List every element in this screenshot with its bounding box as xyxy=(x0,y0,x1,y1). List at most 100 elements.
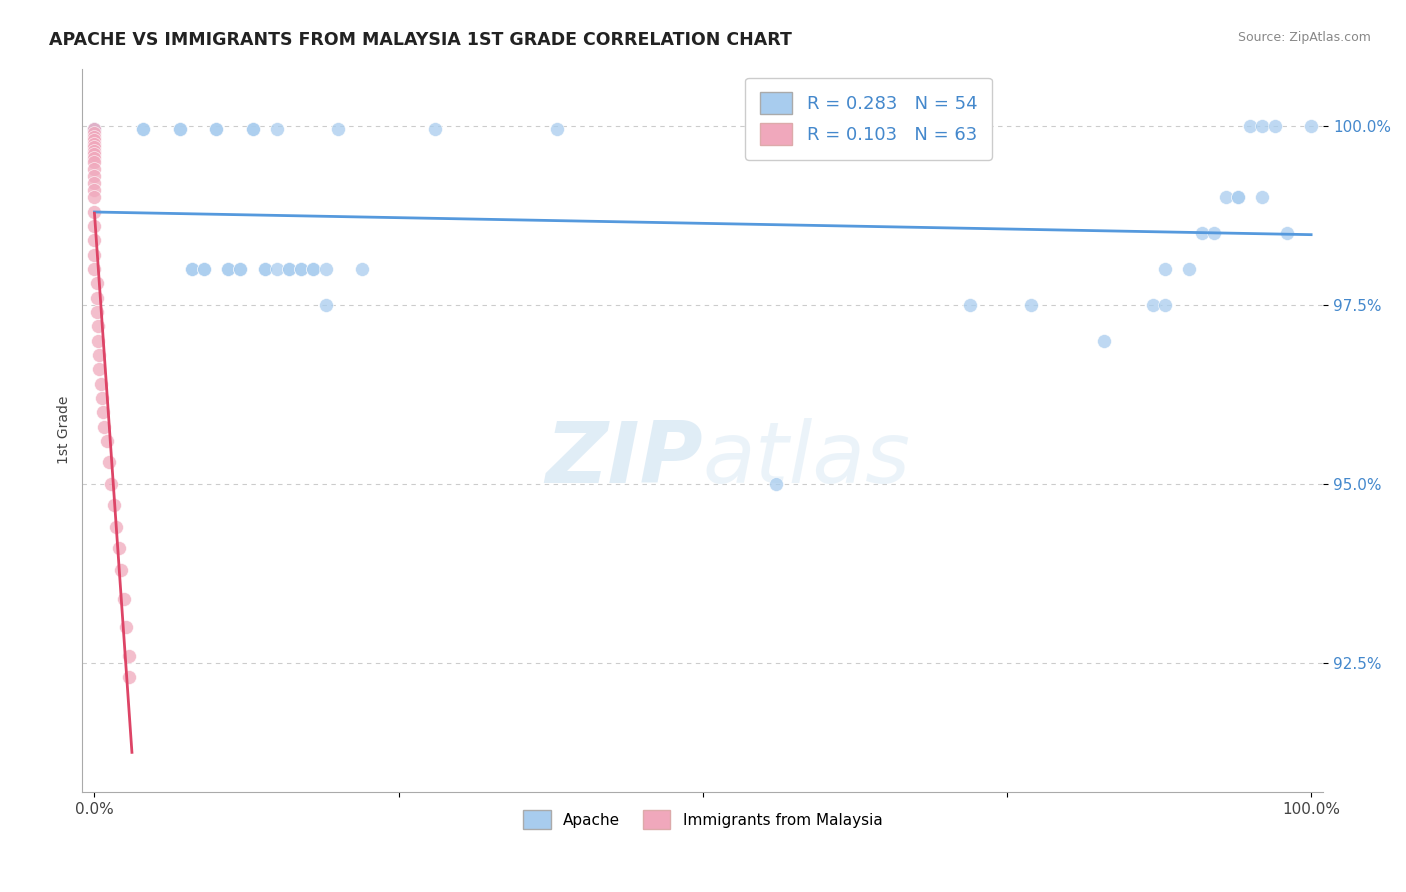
Text: ZIP: ZIP xyxy=(546,417,703,500)
Point xyxy=(217,262,239,277)
Point xyxy=(1275,227,1298,241)
Point xyxy=(169,122,191,136)
Point xyxy=(1239,119,1261,133)
Point xyxy=(83,262,105,277)
Point xyxy=(1092,334,1115,348)
Point xyxy=(229,262,252,277)
Point xyxy=(90,376,112,391)
Point xyxy=(89,348,111,362)
Point xyxy=(1202,227,1225,241)
Point xyxy=(83,161,105,176)
Point xyxy=(91,405,114,419)
Point xyxy=(352,262,374,277)
Point xyxy=(278,262,301,277)
Point xyxy=(83,154,105,169)
Point xyxy=(205,122,228,136)
Point xyxy=(105,520,128,534)
Point xyxy=(86,277,108,291)
Point xyxy=(83,126,105,140)
Point xyxy=(266,122,288,136)
Point xyxy=(193,262,215,277)
Point xyxy=(1215,190,1237,204)
Point xyxy=(290,262,312,277)
Point xyxy=(87,319,110,334)
Point xyxy=(229,262,252,277)
Point xyxy=(93,419,115,434)
Point xyxy=(1251,190,1274,204)
Point xyxy=(83,133,105,147)
Point xyxy=(132,122,155,136)
Point xyxy=(765,477,787,491)
Point xyxy=(112,591,135,606)
Point xyxy=(103,499,125,513)
Point xyxy=(290,262,312,277)
Point xyxy=(1227,190,1250,204)
Point xyxy=(83,144,105,158)
Point xyxy=(1301,119,1323,133)
Point xyxy=(83,122,105,136)
Text: Source: ZipAtlas.com: Source: ZipAtlas.com xyxy=(1237,31,1371,45)
Point xyxy=(169,122,191,136)
Text: APACHE VS IMMIGRANTS FROM MALAYSIA 1ST GRADE CORRELATION CHART: APACHE VS IMMIGRANTS FROM MALAYSIA 1ST G… xyxy=(49,31,792,49)
Point xyxy=(117,648,139,663)
Point xyxy=(83,234,105,248)
Point xyxy=(115,620,138,634)
Point xyxy=(86,305,108,319)
Point xyxy=(180,262,202,277)
Point xyxy=(90,391,112,405)
Point xyxy=(83,136,105,151)
Point xyxy=(83,147,105,161)
Point xyxy=(302,262,325,277)
Point xyxy=(242,122,264,136)
Point xyxy=(83,248,105,262)
Point xyxy=(83,169,105,183)
Point xyxy=(326,122,349,136)
Point xyxy=(107,541,129,556)
Y-axis label: 1st Grade: 1st Grade xyxy=(58,396,72,465)
Point xyxy=(242,122,264,136)
Point xyxy=(132,122,155,136)
Point xyxy=(1251,119,1274,133)
Point xyxy=(180,262,202,277)
Point xyxy=(546,122,568,136)
Point xyxy=(96,434,118,448)
Point xyxy=(83,176,105,190)
Point xyxy=(1264,119,1286,133)
Point xyxy=(83,204,105,219)
Point xyxy=(117,670,139,684)
Point xyxy=(266,262,288,277)
Point xyxy=(83,122,105,136)
Point xyxy=(1178,262,1201,277)
Point xyxy=(83,129,105,144)
Point xyxy=(83,122,105,136)
Point xyxy=(1154,262,1177,277)
Point xyxy=(302,262,325,277)
Point xyxy=(278,262,301,277)
Point xyxy=(83,190,105,204)
Point xyxy=(1154,298,1177,312)
Point xyxy=(83,219,105,233)
Point xyxy=(217,262,239,277)
Legend: Apache, Immigrants from Malaysia: Apache, Immigrants from Malaysia xyxy=(517,804,889,835)
Point xyxy=(83,140,105,154)
Point xyxy=(87,334,110,348)
Point xyxy=(1019,298,1042,312)
Point xyxy=(253,262,276,277)
Point xyxy=(959,298,981,312)
Point xyxy=(83,122,105,136)
Point xyxy=(315,298,337,312)
Point xyxy=(1191,227,1213,241)
Point xyxy=(83,183,105,197)
Point xyxy=(253,262,276,277)
Point xyxy=(205,122,228,136)
Point xyxy=(89,362,111,376)
Point xyxy=(423,122,446,136)
Point xyxy=(83,151,105,165)
Point xyxy=(110,563,132,577)
Point xyxy=(193,262,215,277)
Point xyxy=(1227,190,1250,204)
Point xyxy=(98,455,121,469)
Point xyxy=(86,291,108,305)
Point xyxy=(315,262,337,277)
Text: atlas: atlas xyxy=(703,417,911,500)
